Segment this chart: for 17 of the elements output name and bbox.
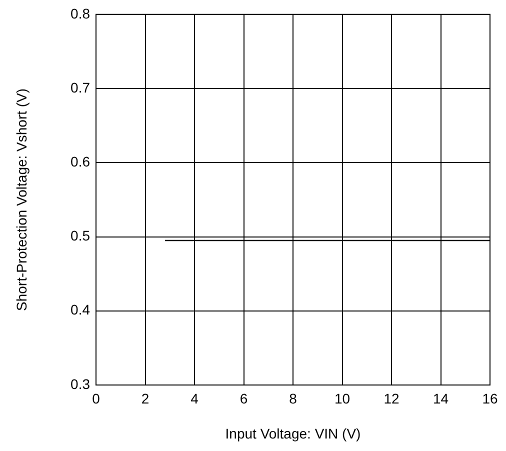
y-tick-label: 0.4 [70,302,90,318]
x-tick-label: 14 [432,390,449,406]
y-tick-label: 0.8 [70,5,90,22]
y-tick-label: 0.7 [70,79,90,96]
x-tick-label: 6 [240,390,248,406]
y-axis-title: Short-Protection Voltage: Vshort (V) [13,88,30,311]
x-tick-label: 4 [190,390,199,406]
x-tick-label: 16 [482,390,498,406]
x-tick-label: 0 [92,390,100,406]
x-axis-title: Input Voltage: VIN (V) [225,425,361,442]
y-tick-label: 0.5 [70,228,90,244]
y-tick-label: 0.6 [70,154,90,170]
y-tick-label: 0.3 [70,376,90,392]
x-tick-label: 12 [384,390,400,406]
x-tick-label: 8 [289,390,298,406]
x-tick-label: 2 [141,390,150,406]
x-tick-label: 10 [334,390,350,406]
